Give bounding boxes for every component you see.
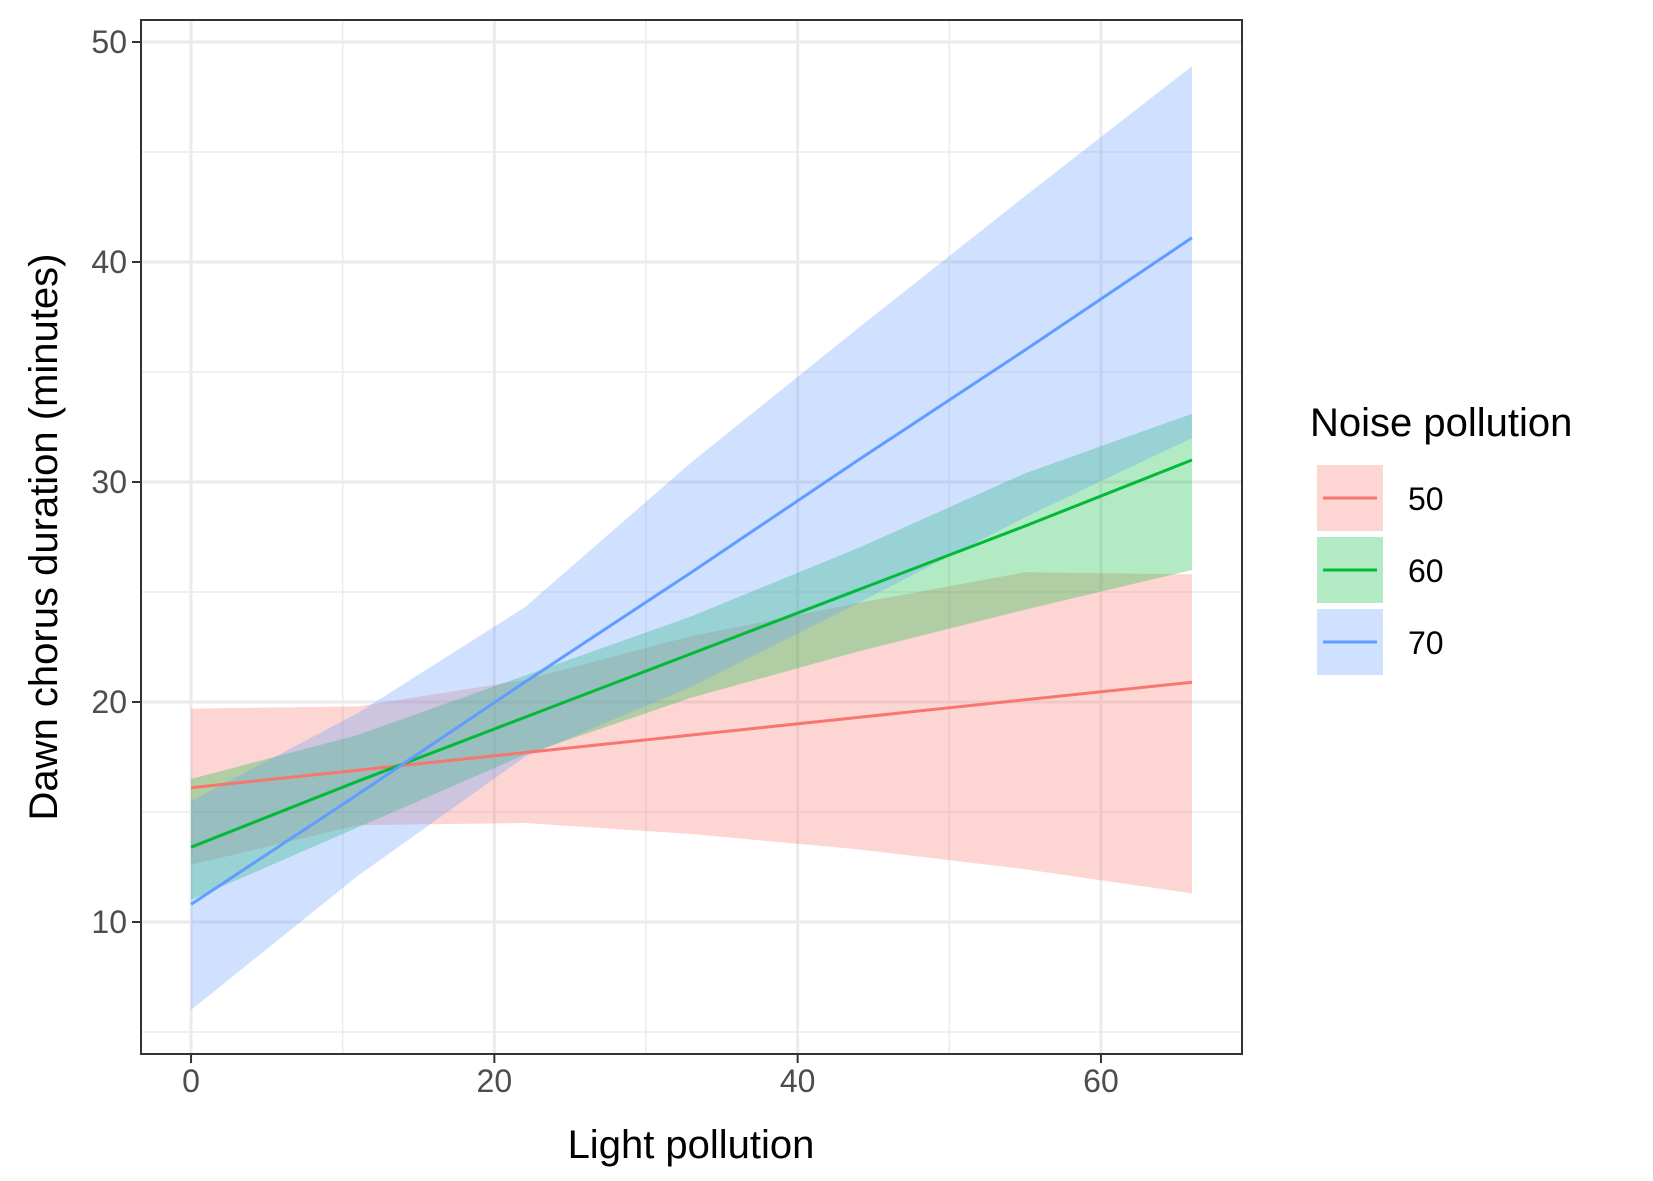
fit-lines [190,236,1193,906]
grid-major [141,20,1242,1054]
ribbon-noise-50 [191,572,1192,894]
y-axis: 10 20 30 40 50 [91,24,141,940]
ribbon-noise-70 [191,66,1192,1010]
legend-label: 50 [1408,481,1444,517]
legend: Noise pollution 50 60 70 [1310,401,1572,675]
line-noise-50 [190,680,1193,790]
line-noise-60 [190,458,1193,849]
x-tick-label: 20 [477,1063,513,1099]
plot-panel [140,19,1243,1055]
y-tick-label: 40 [91,244,127,280]
panel-border [140,19,1243,1055]
line-noise-70 [190,236,1193,906]
legend-title: Noise pollution [1310,401,1572,445]
legend-label: 60 [1408,553,1444,589]
x-tick-label: 60 [1083,1063,1119,1099]
panel-background [141,20,1242,1054]
y-tick-label: 30 [91,464,127,500]
legend-keys: 50 60 70 [1317,465,1444,675]
x-tick-label: 0 [182,1063,200,1099]
x-tick-label: 40 [780,1063,816,1099]
y-axis-title: Dawn chorus duration (minutes) [22,254,66,821]
y-tick-label: 50 [91,24,127,60]
legend-label: 70 [1408,625,1444,661]
grid-minor [141,20,1242,1054]
ribbon-noise-60 [191,413,1192,900]
y-tick-label: 20 [91,684,127,720]
x-axis-title: Light pollution [568,1123,815,1167]
confidence-ribbons [191,66,1192,1010]
y-tick-label: 10 [91,904,127,940]
x-axis: 0 20 40 60 [182,1054,1119,1099]
